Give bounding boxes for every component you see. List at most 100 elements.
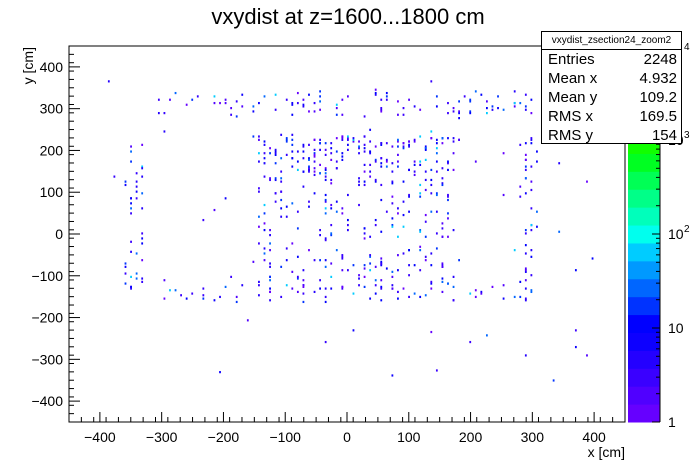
heatmap-bin xyxy=(524,297,527,300)
heatmap-bin xyxy=(363,143,366,146)
heatmap-bin xyxy=(524,158,527,161)
heatmap-bin xyxy=(163,297,166,300)
heatmap-bin xyxy=(274,192,277,195)
heatmap-bin xyxy=(391,270,394,273)
heatmap-bin xyxy=(369,128,372,131)
heatmap-bin xyxy=(363,267,366,270)
heatmap-bin xyxy=(424,170,427,173)
heatmap-bin xyxy=(280,198,283,202)
heatmap-bin xyxy=(263,95,266,98)
heatmap-bin xyxy=(324,168,327,172)
heatmap-bin xyxy=(141,143,144,146)
heatmap-bin xyxy=(369,152,372,155)
heatmap-bin xyxy=(419,163,422,167)
palette-swatch xyxy=(628,386,660,405)
heatmap-bin xyxy=(324,207,327,210)
heatmap-bin xyxy=(447,160,449,163)
heatmap-bin xyxy=(202,297,205,300)
heatmap-bin xyxy=(363,170,366,173)
heatmap-bin xyxy=(313,167,316,170)
heatmap-bin xyxy=(291,138,294,141)
heatmap-bin xyxy=(263,259,266,262)
heatmap-bin xyxy=(397,113,399,116)
heatmap-bin xyxy=(397,138,399,141)
heatmap-bin xyxy=(524,299,527,302)
heatmap-bin xyxy=(308,205,310,208)
heatmap-bin xyxy=(380,183,383,187)
heatmap-bin xyxy=(374,292,377,295)
heatmap-bin xyxy=(258,215,260,218)
heatmap-bin xyxy=(380,279,383,282)
heatmap-bin xyxy=(402,200,405,203)
heatmap-bin xyxy=(358,180,360,183)
heatmap-bin xyxy=(280,177,283,180)
y-tick-label: −200 xyxy=(31,310,63,326)
stats-value: 169.5 xyxy=(639,108,677,125)
heatmap-bin xyxy=(269,177,271,180)
heatmap-bin xyxy=(313,148,316,151)
heatmap-bin xyxy=(347,138,349,141)
heatmap-bin xyxy=(252,135,255,138)
heatmap-bin xyxy=(536,225,538,228)
heatmap-bin xyxy=(302,269,305,272)
heatmap-bin xyxy=(513,90,516,93)
palette-swatch xyxy=(628,404,660,423)
heatmap-bin xyxy=(374,145,377,148)
heatmap-bin xyxy=(130,240,132,243)
heatmap-bin xyxy=(397,145,399,148)
heatmap-bin xyxy=(513,101,516,105)
heatmap-bin xyxy=(174,289,177,292)
heatmap-bin xyxy=(347,148,349,151)
heatmap-bin xyxy=(458,138,460,141)
heatmap-bin xyxy=(302,170,305,173)
heatmap-bin xyxy=(408,210,410,213)
heatmap-bin xyxy=(296,255,299,258)
y-axis-label: y [cm] xyxy=(20,47,36,84)
x-tick-label: −200 xyxy=(208,429,240,445)
heatmap-bin xyxy=(291,143,294,146)
heatmap-bin xyxy=(413,264,416,267)
heatmap-bin xyxy=(430,282,433,285)
heatmap-bin xyxy=(291,202,294,205)
heatmap-bin xyxy=(269,152,271,155)
heatmap-bin xyxy=(302,292,305,295)
heatmap-bin xyxy=(469,100,472,103)
heatmap-bin xyxy=(385,98,388,101)
heatmap-bin xyxy=(402,113,405,116)
heatmap-bin xyxy=(391,180,394,183)
chart-title: vxydist at z=1600...1800 cm xyxy=(211,4,485,29)
heatmap-bin xyxy=(441,264,444,267)
heatmap-bin xyxy=(374,223,377,227)
heatmap-bin xyxy=(313,173,316,177)
heatmap-bin xyxy=(480,290,483,294)
heatmap-bin xyxy=(374,88,377,91)
heatmap-bin xyxy=(302,285,305,289)
heatmap-bin xyxy=(352,137,355,140)
heatmap-bin xyxy=(447,162,449,165)
heatmap-bin xyxy=(369,150,372,153)
heatmap-bin xyxy=(574,345,577,349)
heatmap-bin xyxy=(408,168,410,172)
heatmap-bin xyxy=(419,245,422,248)
heatmap-bin xyxy=(369,235,372,238)
heatmap-bin xyxy=(319,148,321,151)
heatmap-bin xyxy=(374,160,377,163)
heatmap-bin xyxy=(408,193,410,197)
heatmap-bin xyxy=(524,153,527,156)
heatmap-bins xyxy=(107,80,594,382)
heatmap-bin xyxy=(352,329,355,332)
x-tick-label: −100 xyxy=(269,429,301,445)
y-tick-label: −400 xyxy=(31,393,63,409)
heatmap-bin xyxy=(341,135,344,138)
heatmap-bin xyxy=(313,153,316,156)
heatmap-bin xyxy=(347,269,349,272)
heatmap-bin xyxy=(280,180,283,183)
heatmap-bin xyxy=(358,147,360,150)
heatmap-bin xyxy=(397,235,399,238)
heatmap-bin xyxy=(391,162,394,165)
heatmap-bin xyxy=(430,192,433,195)
heatmap-bin xyxy=(124,265,127,268)
heatmap-bin xyxy=(586,180,588,183)
heatmap-bin xyxy=(358,177,360,180)
heatmap-bin xyxy=(341,155,344,158)
